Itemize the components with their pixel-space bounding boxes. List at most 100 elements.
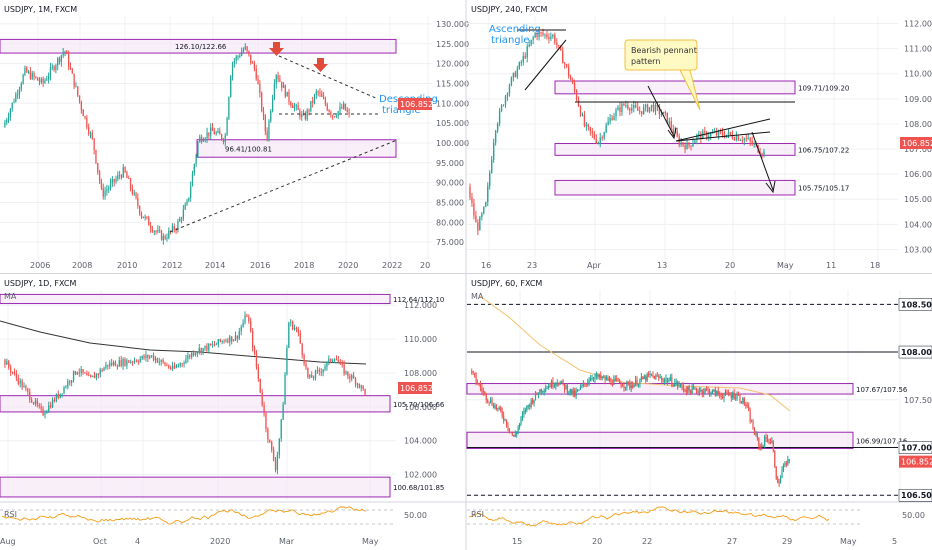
candle-body	[633, 384, 635, 388]
candle-body	[150, 355, 153, 357]
zone-label: 109.71/109.20	[798, 84, 849, 92]
candle-body	[753, 144, 755, 146]
candle-body	[11, 372, 14, 374]
candle-body	[590, 378, 592, 382]
candle-body	[282, 404, 284, 420]
candle-body	[548, 36, 550, 39]
candle-body	[658, 107, 661, 115]
panel-daily[interactable]: 112.64/112.10105.70/106.66100.68/101.85 …	[0, 279, 445, 546]
candle-body	[723, 394, 725, 399]
time-tick: 2014	[205, 261, 225, 270]
candle-body	[227, 340, 229, 343]
candle-body	[662, 111, 665, 115]
candle-body	[10, 367, 12, 373]
candle-body	[543, 391, 545, 393]
candle-body	[196, 352, 199, 354]
candle-body	[576, 390, 579, 392]
candle-body	[168, 230, 170, 238]
candle-body	[489, 172, 491, 187]
zone-box	[0, 293, 391, 305]
candle-body	[59, 393, 61, 398]
candle-body	[303, 354, 305, 364]
candle-body	[284, 374, 286, 405]
candle-body	[726, 391, 728, 393]
candle-body	[561, 380, 563, 383]
candle-body	[297, 105, 299, 111]
candle-body	[552, 34, 554, 37]
candle-body	[518, 423, 521, 428]
candle-body	[97, 163, 99, 172]
candle-body	[768, 441, 770, 443]
asc-triangle-bottom	[524, 39, 567, 91]
candle-body	[769, 441, 772, 443]
candle-body	[326, 361, 328, 367]
candle-body	[352, 375, 355, 379]
candle-body	[126, 360, 128, 366]
candle-body	[107, 364, 109, 367]
candle-body	[97, 373, 99, 375]
daily-zones: 112.64/112.10 105.70/106.66 100.68/101.85	[0, 293, 445, 498]
candle-body	[533, 399, 535, 404]
fourhour-price-axis: 103.000 104.000 105.000 106.000 107.000 108.0…	[904, 20, 932, 255]
zone-label: 96.41/100.81	[225, 145, 272, 153]
candle-body	[244, 315, 246, 323]
candle-body	[663, 379, 666, 382]
candle-body	[182, 209, 185, 219]
candle-body	[514, 434, 516, 437]
candle-body	[337, 111, 339, 116]
time-tick: Aug	[0, 537, 16, 546]
candle-body	[23, 386, 25, 388]
panel-4h[interactable]: 109.71/109.20106.75/107.22105.75/105.17 …	[467, 5, 932, 270]
candle-body	[654, 104, 657, 112]
candle-body	[259, 378, 261, 393]
candle-body	[219, 339, 221, 342]
panel-hourly[interactable]: 107.67/107.56 106.99/107.16 USDJPY, 60, F…	[466, 279, 932, 546]
candle-body	[349, 376, 351, 379]
candle-body	[248, 50, 250, 55]
candle-body	[758, 438, 760, 447]
candle-body	[72, 371, 75, 381]
candle-body	[71, 68, 73, 74]
candle-body	[139, 358, 141, 362]
candle-body	[69, 381, 71, 383]
candle-body	[116, 366, 119, 368]
candle-body	[231, 63, 234, 77]
candle-body	[772, 441, 774, 451]
time-tick: 23	[527, 261, 537, 270]
monthly-price-tag	[398, 98, 432, 110]
price-tick: 112.000	[404, 301, 437, 310]
candle-body	[491, 399, 493, 406]
monthly-price-axis: 75.000 80.000 85.000 90.000 95.000 100.000 105…	[436, 20, 469, 247]
candle-body	[511, 432, 513, 435]
candle-body	[312, 377, 315, 379]
candle-body	[356, 383, 359, 385]
candle-body	[286, 91, 288, 97]
candle-body	[304, 114, 307, 120]
hourly-price-tag-label: 106.852	[901, 458, 932, 467]
candle-body	[565, 385, 567, 390]
candle-body	[158, 361, 160, 363]
candle-body	[516, 432, 518, 435]
candle-body	[564, 63, 566, 65]
candle-body	[91, 132, 93, 139]
candle-body	[142, 216, 144, 219]
candle-body	[613, 379, 615, 385]
candle-body	[98, 171, 101, 182]
candle-body	[282, 85, 285, 88]
candle-body	[46, 411, 48, 414]
price-tick: 105.000	[904, 195, 932, 204]
candle-body	[524, 55, 526, 58]
candle-body	[558, 45, 560, 47]
level-tag	[898, 345, 932, 359]
candle-body	[510, 77, 513, 86]
price-tick: 75.000	[436, 238, 464, 247]
candle-body	[688, 386, 690, 391]
candle-body	[301, 113, 303, 118]
candle-body	[526, 46, 528, 58]
candle-body	[636, 379, 638, 386]
candle-body	[763, 151, 765, 155]
candle-body	[326, 104, 328, 110]
candle-body	[32, 402, 35, 404]
candle-body	[607, 121, 609, 126]
